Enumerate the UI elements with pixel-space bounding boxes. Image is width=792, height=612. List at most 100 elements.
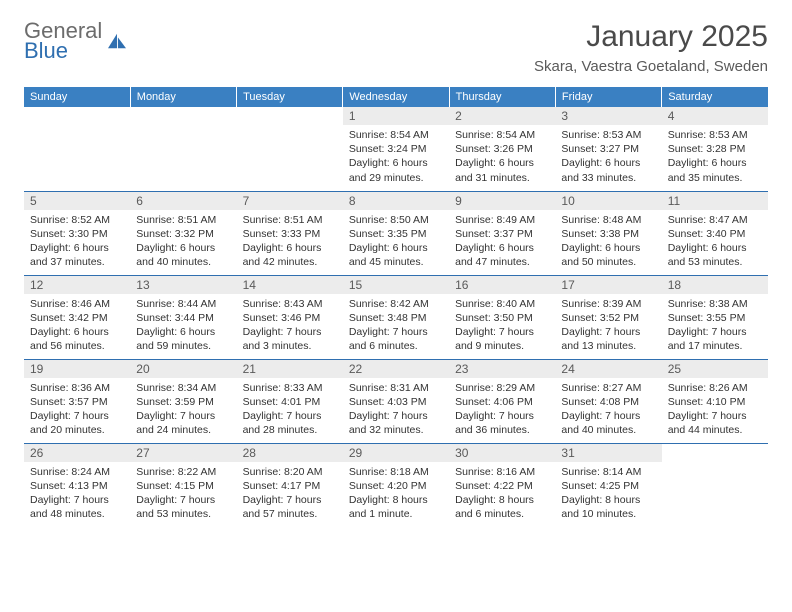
weekday-header: Thursday xyxy=(449,87,555,107)
day-number: 29 xyxy=(343,444,449,462)
sunrise-line: Sunrise: 8:39 AM xyxy=(561,297,655,311)
day-number: 22 xyxy=(343,360,449,378)
day-number: 12 xyxy=(24,276,130,294)
month-title: January 2025 xyxy=(534,20,768,54)
sunrise-line: Sunrise: 8:53 AM xyxy=(561,128,655,142)
sunrise-line: Sunrise: 8:24 AM xyxy=(30,465,124,479)
daylight-line: Daylight: 6 hours and 42 minutes. xyxy=(243,241,337,269)
calendar-cell: 26Sunrise: 8:24 AMSunset: 4:13 PMDayligh… xyxy=(24,443,130,527)
day-number-empty xyxy=(662,444,768,462)
sunrise-line: Sunrise: 8:51 AM xyxy=(243,213,337,227)
weekday-header: Saturday xyxy=(662,87,768,107)
logo-line2: Blue xyxy=(24,40,102,62)
daylight-line: Daylight: 7 hours and 57 minutes. xyxy=(243,493,337,521)
day-content: Sunrise: 8:47 AMSunset: 3:40 PMDaylight:… xyxy=(662,210,768,274)
daylight-line: Daylight: 8 hours and 1 minute. xyxy=(349,493,443,521)
calendar-cell: 23Sunrise: 8:29 AMSunset: 4:06 PMDayligh… xyxy=(449,359,555,443)
day-content: Sunrise: 8:34 AMSunset: 3:59 PMDaylight:… xyxy=(130,378,236,442)
sunset-line: Sunset: 3:57 PM xyxy=(30,395,124,409)
sunrise-line: Sunrise: 8:50 AM xyxy=(349,213,443,227)
day-content: Sunrise: 8:51 AMSunset: 3:33 PMDaylight:… xyxy=(237,210,343,274)
sunset-line: Sunset: 4:17 PM xyxy=(243,479,337,493)
calendar-body: 1Sunrise: 8:54 AMSunset: 3:24 PMDaylight… xyxy=(24,107,768,527)
sunset-line: Sunset: 4:15 PM xyxy=(136,479,230,493)
daylight-line: Daylight: 7 hours and 44 minutes. xyxy=(668,409,762,437)
day-content: Sunrise: 8:29 AMSunset: 4:06 PMDaylight:… xyxy=(449,378,555,442)
daylight-line: Daylight: 6 hours and 31 minutes. xyxy=(455,156,549,184)
day-content: Sunrise: 8:36 AMSunset: 3:57 PMDaylight:… xyxy=(24,378,130,442)
daylight-line: Daylight: 6 hours and 47 minutes. xyxy=(455,241,549,269)
daylight-line: Daylight: 7 hours and 53 minutes. xyxy=(136,493,230,521)
calendar-cell: 18Sunrise: 8:38 AMSunset: 3:55 PMDayligh… xyxy=(662,275,768,359)
calendar-row: 26Sunrise: 8:24 AMSunset: 4:13 PMDayligh… xyxy=(24,443,768,527)
day-number: 27 xyxy=(130,444,236,462)
day-content: Sunrise: 8:50 AMSunset: 3:35 PMDaylight:… xyxy=(343,210,449,274)
title-block: January 2025 Skara, Vaestra Goetaland, S… xyxy=(534,20,768,75)
day-number: 11 xyxy=(662,192,768,210)
sunset-line: Sunset: 3:59 PM xyxy=(136,395,230,409)
sunrise-line: Sunrise: 8:26 AM xyxy=(668,381,762,395)
daylight-line: Daylight: 6 hours and 45 minutes. xyxy=(349,241,443,269)
day-content: Sunrise: 8:54 AMSunset: 3:24 PMDaylight:… xyxy=(343,125,449,189)
calendar-cell xyxy=(237,107,343,191)
day-number: 28 xyxy=(237,444,343,462)
day-content: Sunrise: 8:24 AMSunset: 4:13 PMDaylight:… xyxy=(24,462,130,526)
calendar-cell: 31Sunrise: 8:14 AMSunset: 4:25 PMDayligh… xyxy=(555,443,661,527)
calendar-cell: 17Sunrise: 8:39 AMSunset: 3:52 PMDayligh… xyxy=(555,275,661,359)
day-number: 9 xyxy=(449,192,555,210)
daylight-line: Daylight: 8 hours and 10 minutes. xyxy=(561,493,655,521)
calendar-row: 19Sunrise: 8:36 AMSunset: 3:57 PMDayligh… xyxy=(24,359,768,443)
sunset-line: Sunset: 3:52 PM xyxy=(561,311,655,325)
day-content: Sunrise: 8:33 AMSunset: 4:01 PMDaylight:… xyxy=(237,378,343,442)
sunrise-line: Sunrise: 8:49 AM xyxy=(455,213,549,227)
day-content: Sunrise: 8:14 AMSunset: 4:25 PMDaylight:… xyxy=(555,462,661,526)
sunset-line: Sunset: 4:22 PM xyxy=(455,479,549,493)
sunset-line: Sunset: 3:55 PM xyxy=(668,311,762,325)
calendar-cell: 30Sunrise: 8:16 AMSunset: 4:22 PMDayligh… xyxy=(449,443,555,527)
sunrise-line: Sunrise: 8:31 AM xyxy=(349,381,443,395)
sunset-line: Sunset: 3:48 PM xyxy=(349,311,443,325)
day-content: Sunrise: 8:27 AMSunset: 4:08 PMDaylight:… xyxy=(555,378,661,442)
sunrise-line: Sunrise: 8:29 AM xyxy=(455,381,549,395)
day-content: Sunrise: 8:20 AMSunset: 4:17 PMDaylight:… xyxy=(237,462,343,526)
sunset-line: Sunset: 4:03 PM xyxy=(349,395,443,409)
logo: General Blue xyxy=(24,20,128,62)
calendar-row: 1Sunrise: 8:54 AMSunset: 3:24 PMDaylight… xyxy=(24,107,768,191)
daylight-line: Daylight: 7 hours and 13 minutes. xyxy=(561,325,655,353)
daylight-line: Daylight: 8 hours and 6 minutes. xyxy=(455,493,549,521)
day-number: 1 xyxy=(343,107,449,125)
day-number: 10 xyxy=(555,192,661,210)
day-number: 31 xyxy=(555,444,661,462)
day-content: Sunrise: 8:42 AMSunset: 3:48 PMDaylight:… xyxy=(343,294,449,358)
sunrise-line: Sunrise: 8:46 AM xyxy=(30,297,124,311)
sunset-line: Sunset: 3:33 PM xyxy=(243,227,337,241)
day-number-empty xyxy=(24,107,130,125)
day-number: 6 xyxy=(130,192,236,210)
calendar-cell: 12Sunrise: 8:46 AMSunset: 3:42 PMDayligh… xyxy=(24,275,130,359)
sunrise-line: Sunrise: 8:51 AM xyxy=(136,213,230,227)
calendar-cell: 6Sunrise: 8:51 AMSunset: 3:32 PMDaylight… xyxy=(130,191,236,275)
day-number: 16 xyxy=(449,276,555,294)
sunset-line: Sunset: 3:46 PM xyxy=(243,311,337,325)
calendar-row: 5Sunrise: 8:52 AMSunset: 3:30 PMDaylight… xyxy=(24,191,768,275)
calendar-cell: 11Sunrise: 8:47 AMSunset: 3:40 PMDayligh… xyxy=(662,191,768,275)
sunrise-line: Sunrise: 8:53 AM xyxy=(668,128,762,142)
sunset-line: Sunset: 3:38 PM xyxy=(561,227,655,241)
day-content: Sunrise: 8:53 AMSunset: 3:27 PMDaylight:… xyxy=(555,125,661,189)
weekday-header: Monday xyxy=(130,87,236,107)
calendar-cell: 25Sunrise: 8:26 AMSunset: 4:10 PMDayligh… xyxy=(662,359,768,443)
day-content: Sunrise: 8:51 AMSunset: 3:32 PMDaylight:… xyxy=(130,210,236,274)
sunset-line: Sunset: 3:44 PM xyxy=(136,311,230,325)
day-number-empty xyxy=(130,107,236,125)
day-number: 21 xyxy=(237,360,343,378)
sunrise-line: Sunrise: 8:42 AM xyxy=(349,297,443,311)
calendar-cell: 21Sunrise: 8:33 AMSunset: 4:01 PMDayligh… xyxy=(237,359,343,443)
sunrise-line: Sunrise: 8:33 AM xyxy=(243,381,337,395)
calendar-cell: 1Sunrise: 8:54 AMSunset: 3:24 PMDaylight… xyxy=(343,107,449,191)
weekday-header: Wednesday xyxy=(343,87,449,107)
calendar-cell: 10Sunrise: 8:48 AMSunset: 3:38 PMDayligh… xyxy=(555,191,661,275)
sunset-line: Sunset: 3:50 PM xyxy=(455,311,549,325)
sunrise-line: Sunrise: 8:38 AM xyxy=(668,297,762,311)
sunrise-line: Sunrise: 8:20 AM xyxy=(243,465,337,479)
weekday-header: Sunday xyxy=(24,87,130,107)
